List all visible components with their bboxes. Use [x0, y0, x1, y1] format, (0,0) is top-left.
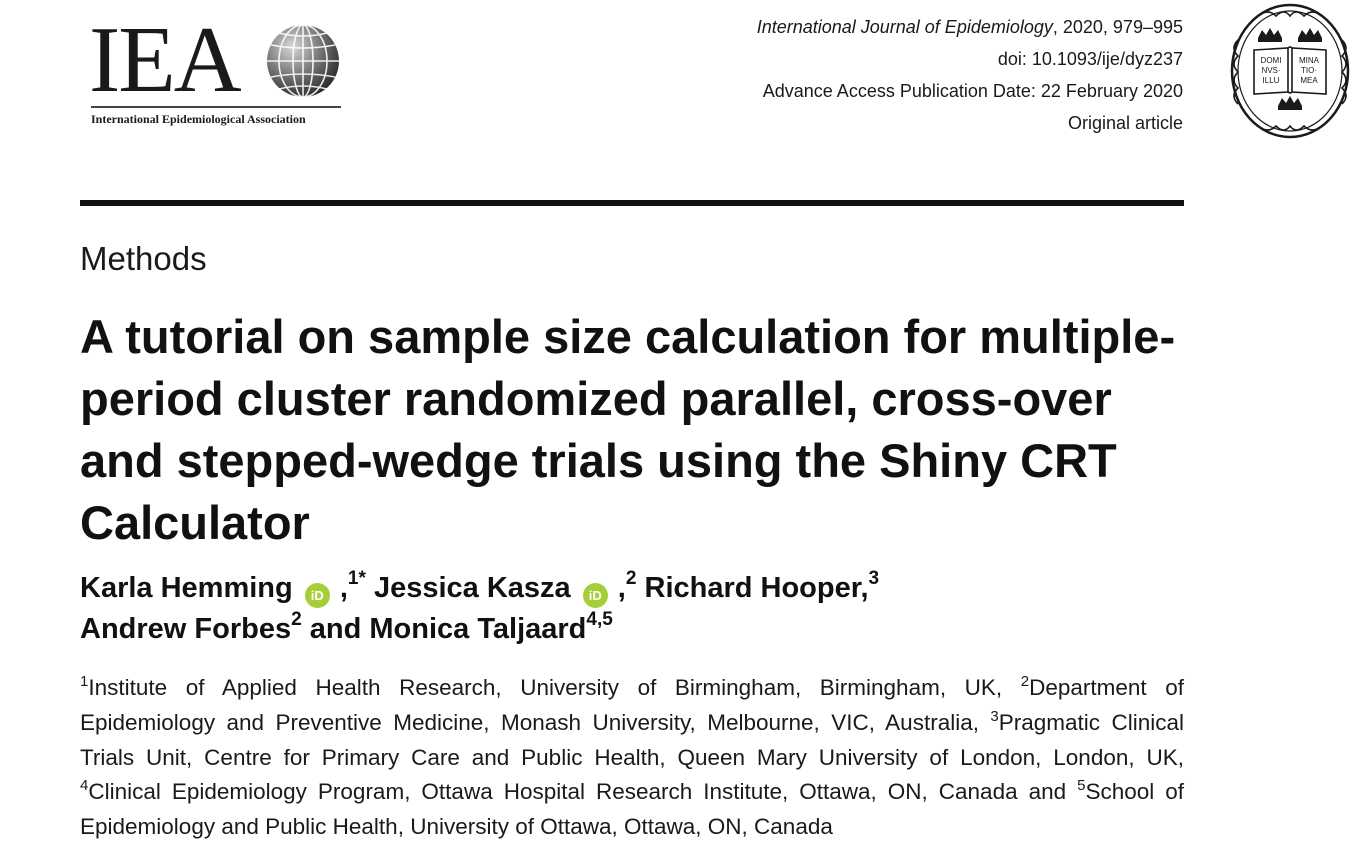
affiliation-text: Clinical Epidemiology Program, Ottawa Ho… — [88, 779, 1078, 805]
author-name: Karla Hemming — [80, 572, 293, 604]
iea-logo: IEA International Epidemiological Associ… — [89, 8, 345, 130]
affiliation-marker: 3 — [990, 707, 999, 725]
affiliations: 1Institute of Applied Health Research, U… — [80, 671, 1184, 845]
affiliation-marker: 2 — [1020, 673, 1030, 690]
orcid-icon[interactable]: iD — [582, 583, 608, 608]
seal-left-line-2: NVS· — [1261, 66, 1280, 75]
author-name: Andrew Forbes — [80, 613, 292, 645]
doi: doi: 10.1093/ije/dyz237 — [997, 49, 1183, 69]
iea-logo-rule — [91, 106, 341, 108]
seal-left-line-1: DOMI — [1261, 56, 1282, 65]
affiliation-text: Department of Epidemiology and Preventiv… — [80, 675, 1184, 735]
author-affiliation-marker: 4,5 — [586, 609, 613, 630]
iea-logo-letters: IEA — [89, 8, 242, 112]
seal-right-line-2: TIO· — [1301, 66, 1317, 75]
journal-year-pages: , 2020, 979–995 — [1052, 17, 1183, 37]
author-affiliation-marker: 2 — [625, 568, 637, 589]
affiliation-marker: 4 — [80, 777, 89, 795]
affiliation-text: School of Epidemiology and Public Health… — [80, 779, 1184, 840]
open-book-icon — [1253, 46, 1327, 95]
journal-citation: International Journal of Epidemiology, 2… — [757, 11, 1183, 43]
iea-logo-tagline: International Epidemiological Associatio… — [91, 112, 306, 126]
journal-name: International Journal of Epidemiology — [756, 17, 1053, 37]
seal-left-line-3: ILLU — [1263, 76, 1280, 85]
author-list: Karla Hemming iD ,1* Jessica Kasza iD ,2… — [80, 568, 880, 645]
section-label: Methods — [80, 240, 207, 277]
affiliation-marker: 5 — [1077, 777, 1086, 795]
author-affiliation-marker: 1* — [347, 568, 366, 589]
author-name: Richard Hooper — [644, 572, 861, 604]
crown-icon — [1258, 28, 1322, 110]
seal-right-line-1: MINA — [1299, 56, 1320, 65]
article-type: Original article — [1067, 113, 1183, 133]
article-title: A tutorial on sample size calculation fo… — [80, 310, 1176, 549]
affiliation-marker: 1 — [80, 673, 89, 690]
orcid-icon[interactable]: iD — [304, 583, 330, 608]
author-affiliation-marker: 2 — [291, 609, 302, 630]
author-name: Jessica Kasza — [373, 572, 571, 604]
journal-meta: International Journal of Epidemiology, 2… — [757, 11, 1183, 139]
globe-icon — [267, 24, 339, 98]
seal-right-line-3: MEA — [1300, 76, 1318, 85]
author-affiliation-marker: 3 — [868, 568, 880, 589]
publication-date: Advance Access Publication Date: 22 Febr… — [762, 81, 1183, 101]
affiliation-text: Pragmatic Clinical Trials Unit, Centre f… — [80, 709, 1184, 770]
affiliation-text: Institute of Applied Health Research, Un… — [88, 675, 1021, 700]
author-name: Monica Taljaard — [369, 613, 587, 645]
oup-seal-logo: DOMI NVS· ILLU MINA TIO· MEA — [1230, 3, 1350, 139]
header-divider — [80, 200, 1184, 206]
